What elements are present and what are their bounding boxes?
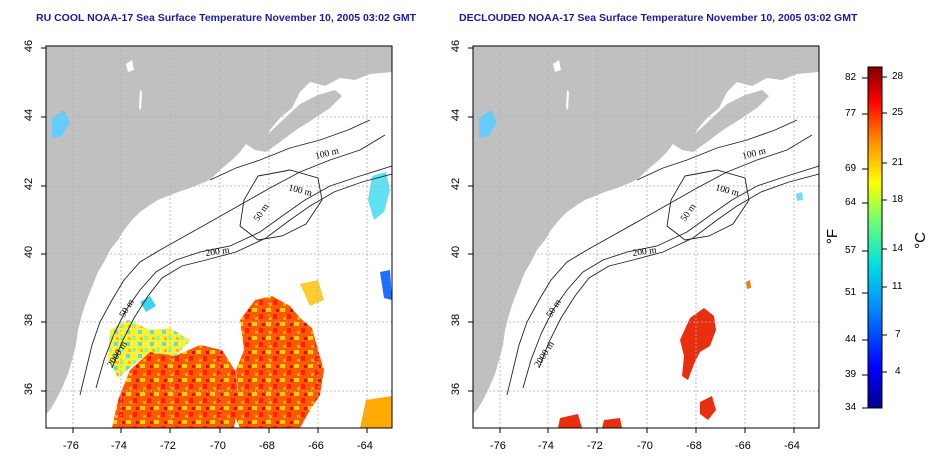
x-tick-label: -76 xyxy=(63,440,79,452)
contour-labels: 100 m 100 m 50 m 200 m 50 m 2000 m xyxy=(533,146,768,369)
fahrenheit-tick-label: 77 xyxy=(845,108,857,119)
land-mass xyxy=(473,46,819,414)
nova-scotia xyxy=(682,90,769,152)
x-tick-label: -68 xyxy=(259,440,275,452)
celsius-unit-label: °C xyxy=(911,232,929,249)
y-tick-label: 38 xyxy=(450,313,463,327)
axis-ticks xyxy=(41,47,368,433)
lake xyxy=(126,60,134,72)
grid-lines xyxy=(473,46,819,428)
celsius-tick-label: 25 xyxy=(892,107,904,118)
celsius-tick-label: 4 xyxy=(895,366,901,377)
sst-warm-region xyxy=(680,308,716,380)
y-tick-label: 40 xyxy=(23,245,36,259)
celsius-tick-label: 18 xyxy=(892,194,904,205)
fahrenheit-tick-label: 57 xyxy=(845,245,857,256)
sst-warm-region xyxy=(360,396,392,428)
left-map-title: RU COOL NOAA-17 Sea Surface Temperature … xyxy=(36,12,417,24)
y-tick-label: 44 xyxy=(450,108,463,122)
fahrenheit-tick-label: 69 xyxy=(845,163,857,174)
fahrenheit-tick-label: 39 xyxy=(845,369,857,380)
fahrenheit-unit-label: °F xyxy=(824,228,842,245)
lake xyxy=(139,90,142,110)
contour-label: 200 m xyxy=(632,246,658,259)
y-tick-label: 46 xyxy=(450,39,463,53)
sst-warm-region xyxy=(112,345,238,428)
map-frame xyxy=(45,45,393,429)
celsius-tick-label: 14 xyxy=(892,243,904,254)
sst-warm-region xyxy=(700,396,716,420)
x-tick-label: -66 xyxy=(308,440,324,452)
y-tick-label: 36 xyxy=(450,382,463,396)
x-tick-label: -76 xyxy=(490,440,506,452)
y-tick-label: 40 xyxy=(450,245,463,259)
lake xyxy=(566,90,569,110)
sst-cool-region xyxy=(108,320,190,378)
x-tick-label: -70 xyxy=(210,440,226,452)
sst-cool-region xyxy=(479,110,497,138)
colorbar xyxy=(862,66,887,409)
contour-label: 200 m xyxy=(205,246,231,259)
bathymetry-contours xyxy=(79,119,392,396)
bathymetry-contours xyxy=(506,119,819,396)
sst-cool-region xyxy=(796,192,803,201)
lake xyxy=(553,60,561,72)
axis-ticks xyxy=(468,47,795,433)
right-map-title: DECLOUDED NOAA-17 Sea Surface Temperatur… xyxy=(459,12,858,24)
y-tick-label: 42 xyxy=(450,177,463,191)
y-tick-label: 46 xyxy=(23,39,36,53)
fahrenheit-tick-label: 51 xyxy=(845,287,857,298)
sst-warm-region xyxy=(746,280,751,289)
colorbar-ticks xyxy=(862,76,887,409)
x-tick-label: -70 xyxy=(637,440,653,452)
sst-cool-region xyxy=(380,270,392,300)
land-mass xyxy=(46,46,392,414)
left-map-panel: 100 m 100 m 50 m 200 m 50 m 2000 m xyxy=(41,45,393,433)
x-tick-label: -74 xyxy=(111,440,127,452)
celsius-tick-label: 7 xyxy=(895,329,901,340)
fahrenheit-tick-label: 34 xyxy=(845,402,857,413)
sst-warm-region xyxy=(602,418,622,428)
x-tick-label: -72 xyxy=(587,440,603,452)
y-tick-label: 38 xyxy=(23,313,36,327)
right-map-panel: 100 m 100 m 50 m 200 m 50 m 2000 m xyxy=(468,45,820,433)
fahrenheit-tick-label: 82 xyxy=(845,72,857,83)
x-tick-label: -66 xyxy=(735,440,751,452)
nova-scotia xyxy=(255,90,342,152)
celsius-tick-label: 11 xyxy=(892,281,903,292)
contour-labels: 100 m 100 m 50 m 200 m 50 m 2000 m xyxy=(106,146,341,369)
sst-cool-region xyxy=(52,110,70,138)
y-tick-label: 42 xyxy=(23,177,36,191)
fahrenheit-tick-label: 44 xyxy=(845,334,857,345)
celsius-tick-label: 21 xyxy=(892,157,904,168)
y-tick-label: 36 xyxy=(23,382,36,396)
x-tick-label: -72 xyxy=(160,440,176,452)
map-frame xyxy=(472,45,820,429)
sst-cool-region xyxy=(368,172,390,220)
colorbar-gradient xyxy=(867,66,883,409)
sst-cool-region xyxy=(140,296,156,312)
sst-warm-region xyxy=(232,296,324,428)
grid-lines xyxy=(46,46,392,428)
fahrenheit-tick-label: 64 xyxy=(845,197,857,208)
sst-warm-region xyxy=(558,414,582,428)
y-tick-label: 44 xyxy=(23,108,36,122)
x-tick-label: -68 xyxy=(686,440,702,452)
x-tick-label: -74 xyxy=(538,440,554,452)
x-tick-label: -64 xyxy=(784,440,800,452)
x-tick-label: -64 xyxy=(357,440,373,452)
celsius-tick-label: 28 xyxy=(892,71,904,82)
